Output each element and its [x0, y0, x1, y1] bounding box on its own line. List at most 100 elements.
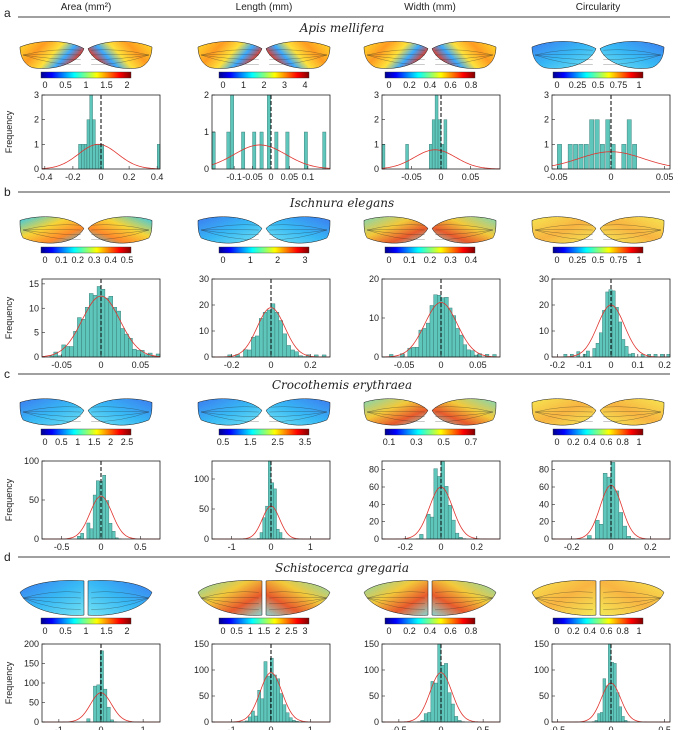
wing-shape	[599, 216, 665, 244]
colorbar-tick-label: 0.4	[424, 80, 437, 90]
histogram-bar	[276, 528, 280, 540]
x-tick-label: 0.4	[151, 172, 164, 182]
histogram-bar	[454, 716, 459, 723]
colorbar	[552, 617, 644, 625]
histogram-bar	[286, 345, 291, 358]
colorbar-tick-label: 1	[636, 626, 641, 636]
histogram-bar	[426, 514, 431, 540]
y-tick-label: 50	[539, 691, 549, 701]
histogram-bar	[96, 684, 101, 723]
histogram-bar	[288, 717, 293, 723]
colorbar-tick-label: 0	[220, 80, 225, 90]
histogram-bar	[470, 350, 475, 358]
panel-label: d	[4, 550, 11, 564]
panel-label: a	[4, 6, 11, 20]
histogram-bar	[423, 713, 428, 723]
histogram-bar	[430, 516, 435, 540]
x-tick-label: 0	[608, 542, 613, 552]
histogram-bar	[86, 119, 90, 170]
histogram-bar	[104, 297, 110, 358]
x-tick-label: 1	[308, 542, 313, 552]
x-tick-label: 0	[438, 542, 443, 552]
histogram-bar	[105, 500, 110, 540]
y-tick-label: 1	[374, 139, 379, 149]
histogram-bar	[431, 119, 436, 170]
colorbar-tick-label: 1.5	[244, 437, 257, 447]
histogram-bar	[422, 328, 427, 358]
wing-shape	[87, 216, 153, 244]
y-tick-label: 0	[544, 717, 549, 727]
histogram-bar	[65, 346, 70, 358]
colorbar-tick-label: 1	[241, 80, 246, 90]
colorbar-tick-label: 2.5	[121, 437, 134, 447]
histogram-bar	[466, 349, 471, 358]
colorbar-tick-label: 0	[554, 255, 559, 265]
histogram-bar	[624, 346, 629, 358]
normal-fit-curve	[211, 144, 331, 169]
histogram-bar	[626, 119, 632, 170]
histogram-bar	[599, 524, 604, 540]
colorbar-tick-label: 1.5	[258, 626, 271, 636]
normal-fit-curve	[381, 301, 501, 358]
column-title: Width (mm)	[404, 2, 456, 13]
histogram-bar	[92, 295, 98, 358]
colorbar-tick-label: 0	[386, 80, 391, 90]
x-tick-label: 0.2	[304, 360, 317, 370]
colorbar-tick-label: 0.2	[72, 255, 85, 265]
histogram-bar	[273, 674, 277, 723]
histogram-bar	[567, 144, 573, 170]
colorbar-tick-label: 0.5	[592, 80, 605, 90]
histogram-bar	[274, 311, 280, 358]
y-tick-label: 100	[534, 665, 549, 675]
histogram-bar	[437, 476, 442, 540]
y-tick-label: 50	[199, 691, 209, 701]
histogram-axes: -0.2 -0.1 0 0.1 0.2 0 10 20 30	[539, 274, 671, 370]
histogram-axes: -1 0 1 0 50 100 150	[194, 639, 331, 730]
histogram-bar	[440, 297, 445, 358]
wing-shape	[599, 398, 665, 426]
species-title: Crocothemis erythraea	[272, 378, 412, 392]
colorbar-tick-label: 0	[386, 626, 391, 636]
colorbar-tick-label: 2	[124, 626, 129, 636]
x-tick-label: -0.5	[54, 542, 70, 552]
histogram-bar	[247, 349, 252, 358]
histogram-bar	[100, 288, 106, 358]
histogram-bar	[411, 347, 416, 358]
colorbar	[218, 617, 310, 625]
colorbar-tick-label: 1	[636, 80, 641, 90]
histogram-bar	[273, 488, 277, 540]
colorbar-tick-label: 1	[248, 626, 253, 636]
colorbar	[552, 71, 644, 79]
y-tick-label: 150	[24, 659, 39, 669]
colorbar-tick-label: 0.75	[610, 255, 628, 265]
histogram-bar	[230, 94, 234, 170]
histogram-bar	[582, 353, 587, 358]
histogram-bar	[434, 94, 439, 170]
wing-shape	[265, 41, 331, 69]
histogram-bar	[595, 519, 600, 540]
histogram-axes: -0.05 0 0.05 0 10 20	[369, 274, 501, 370]
histogram-bar	[260, 698, 265, 723]
y-tick-label: 100	[194, 474, 209, 484]
colorbar-tick-label: 0.4	[584, 626, 597, 636]
x-tick-label: 0.5	[477, 725, 490, 730]
x-tick-label: -0.2	[550, 360, 566, 370]
x-tick-label: -1	[228, 542, 236, 552]
histogram-bar	[455, 328, 460, 358]
x-tick-label: 1	[308, 725, 313, 730]
y-tick-label: 1	[34, 139, 39, 149]
histogram-bar	[586, 350, 590, 358]
histogram-bar	[627, 353, 632, 358]
y-tick-label: 10	[369, 313, 379, 323]
chart-b-1: 0 0.1 0.2 0.3 0.4 0.5 -0.05 0 0.05 0 5 10 15 Frequenc…	[4, 216, 161, 370]
histogram-bar	[443, 119, 448, 170]
x-tick-label: 0.5	[134, 542, 147, 552]
x-tick-label: -0.2	[397, 542, 413, 552]
histogram-axes: -1 0 1 0 50 100 150 200 Frequency	[4, 639, 161, 730]
histogram-bar	[448, 307, 453, 358]
colorbar-tick-label: 0.5	[217, 437, 230, 447]
x-tick-label: -0.05	[547, 172, 568, 182]
histogram-bar	[112, 307, 117, 358]
y-tick-label: 50	[199, 504, 209, 514]
